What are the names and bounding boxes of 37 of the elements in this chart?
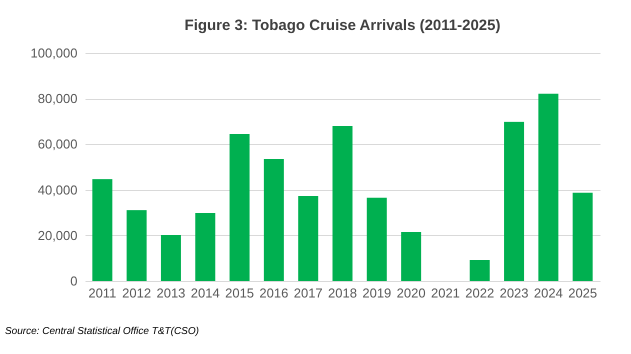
y-tick-label: 60,000: [38, 136, 78, 152]
x-tick-label: 2014: [190, 286, 220, 300]
bar: [366, 198, 387, 281]
chart-title: Figure 3: Tobago Cruise Arrivals (2011-2025): [184, 17, 500, 34]
bar: [92, 179, 112, 281]
x-tick-label: 2015: [225, 286, 254, 300]
bar: [332, 126, 352, 281]
bar: [538, 94, 558, 281]
x-tick-label: 2019: [362, 286, 392, 300]
x-tick-label: 2016: [259, 286, 288, 300]
bar: [401, 232, 422, 281]
source-note: Source: Central Statistical Office T&T(CSO): [5, 326, 199, 337]
x-tick-label: 2013: [156, 286, 186, 300]
bar: [572, 192, 593, 281]
y-tick-label: 80,000: [38, 91, 78, 106]
x-tick-label: 2023: [500, 286, 529, 300]
bar: [195, 213, 216, 281]
bar: [470, 260, 490, 281]
bar: [230, 134, 250, 281]
bar: [126, 210, 147, 281]
x-tick-label: 2017: [294, 286, 323, 300]
x-tick-label: 2021: [430, 286, 460, 300]
x-tick-label: 2025: [568, 286, 598, 300]
bar: [160, 234, 181, 281]
y-tick-label: 40,000: [38, 182, 78, 198]
bar: [504, 122, 524, 281]
x-tick-label: 2024: [534, 286, 563, 300]
x-tick-label: 2018: [328, 286, 357, 300]
bar: [264, 159, 284, 281]
x-tick-label: 2020: [396, 286, 426, 300]
y-tick-label: 20,000: [38, 228, 78, 243]
x-tick-label: 2012: [122, 286, 152, 300]
x-tick-label: 2022: [465, 286, 494, 300]
y-tick-label: 0: [70, 274, 78, 288]
x-tick-label: 2011: [88, 286, 116, 300]
bar: [298, 196, 318, 281]
y-tick-label: 100,000: [30, 46, 78, 60]
